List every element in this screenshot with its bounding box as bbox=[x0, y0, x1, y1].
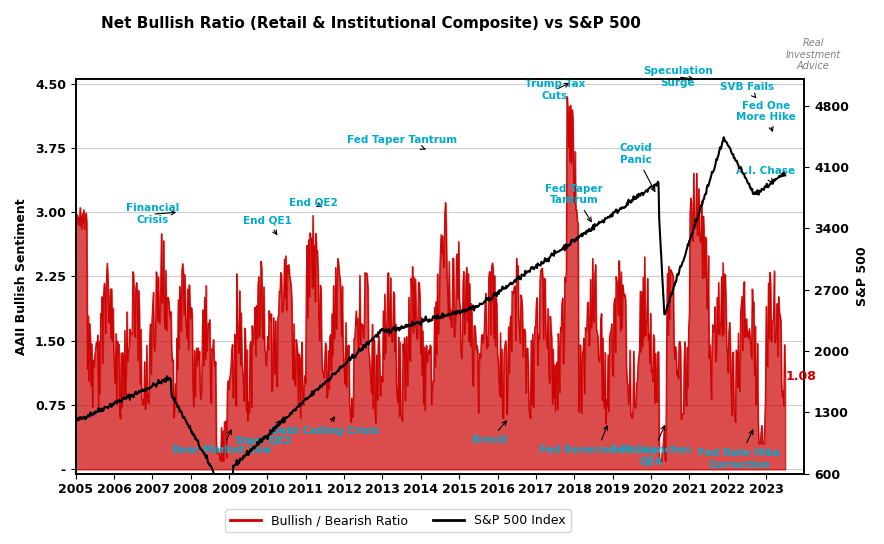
Text: Financial
Crisis: Financial Crisis bbox=[126, 203, 179, 225]
Text: SVB Fails: SVB Fails bbox=[720, 82, 774, 98]
Legend: Bullish / Bearish Ratio, S&P 500 Index: Bullish / Bearish Ratio, S&P 500 Index bbox=[225, 509, 571, 533]
Text: Covid
Panic: Covid Panic bbox=[619, 144, 655, 191]
Text: End QE2: End QE2 bbox=[289, 198, 338, 208]
Y-axis label: AAII Bullish Sentiment: AAII Bullish Sentiment bbox=[15, 198, 28, 355]
Text: Fed Launches
QE4: Fed Launches QE4 bbox=[611, 426, 691, 467]
Text: Fed Reverses Policy: Fed Reverses Policy bbox=[538, 426, 656, 455]
Text: Start QE2: Start QE2 bbox=[235, 421, 292, 445]
Text: Fed Taper Tantrum: Fed Taper Tantrum bbox=[347, 135, 457, 150]
Text: Brexit: Brexit bbox=[472, 421, 507, 445]
Text: Speculation
Surge: Speculation Surge bbox=[643, 66, 713, 88]
Text: A.I. Chase: A.I. Chase bbox=[736, 166, 796, 183]
Text: Real
Investment
Advice: Real Investment Advice bbox=[786, 38, 841, 71]
Y-axis label: S&P 500: S&P 500 bbox=[856, 246, 869, 306]
Text: End QE1: End QE1 bbox=[243, 215, 292, 234]
Text: 1.08: 1.08 bbox=[785, 370, 816, 384]
Text: Net Bullish Ratio (Retail & Institutional Composite) vs S&P 500: Net Bullish Ratio (Retail & Institutiona… bbox=[102, 16, 641, 32]
Text: 1.08: 1.08 bbox=[0, 543, 1, 544]
Text: Fed Rate Hike
Correction: Fed Rate Hike Correction bbox=[698, 430, 781, 469]
Text: Fed Taper
Tantrum: Fed Taper Tantrum bbox=[545, 184, 603, 221]
Text: Bear Market Low: Bear Market Low bbox=[171, 430, 271, 455]
Text: Trump Tax
Cuts: Trump Tax Cuts bbox=[525, 79, 585, 101]
Text: Fed One
More Hike: Fed One More Hike bbox=[736, 101, 796, 131]
Text: Debt Ceiling Crisis: Debt Ceiling Crisis bbox=[271, 417, 379, 436]
